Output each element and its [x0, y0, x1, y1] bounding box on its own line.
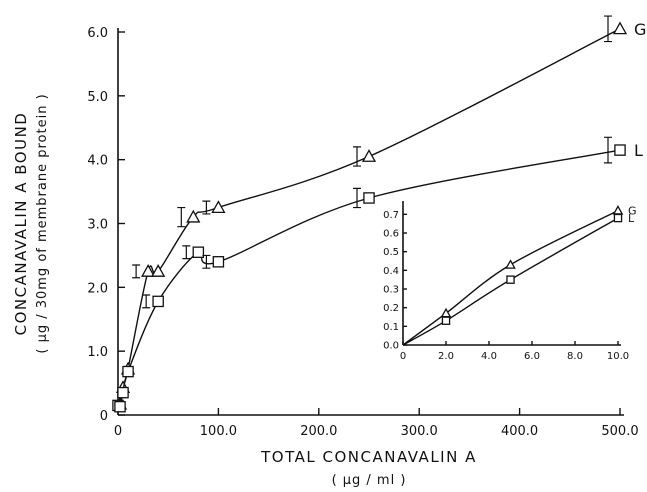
- y-axis-unit: ( μg / 30mg of membrane protein ): [35, 93, 50, 353]
- data-point: [361, 149, 377, 162]
- x-tick-label: 300.0: [401, 424, 438, 439]
- y-tick-label: 4.0: [87, 154, 108, 169]
- y-tick-label: 5.0: [87, 90, 108, 105]
- x-tick-label: 500.0: [601, 424, 638, 439]
- x-tick-label: 200.0: [300, 424, 337, 439]
- error-bar: [604, 136, 612, 164]
- inset-y-tick-label: 0.1: [383, 322, 399, 333]
- y-tick-label: 6.0: [87, 26, 108, 41]
- inset-y-tick-label: 0.6: [383, 229, 399, 240]
- inset-y-tick-label: 0.2: [383, 303, 399, 314]
- error-bar: [177, 206, 186, 228]
- inset-x-tick-label: 10.0: [607, 351, 629, 362]
- inset-data-point: [612, 205, 624, 215]
- x-tick-label: 400.0: [501, 424, 538, 439]
- inset-series-G: G: [402, 205, 637, 346]
- data-point: [212, 256, 225, 268]
- x-tick-label: 100.0: [200, 424, 237, 439]
- inset-y-tick-label: 0.5: [383, 247, 399, 258]
- data-point: [192, 246, 205, 258]
- inset-series-L: L: [402, 212, 635, 346]
- data-point: [151, 264, 166, 277]
- series-L: L: [112, 136, 643, 413]
- inset-data-point: [613, 213, 623, 223]
- inset-plot: 0.0 0.1 0.2 0.3 0.4 0.5 0.6 0.7 0 2.0 4.0 6.0 8.0 10.…: [383, 201, 637, 362]
- y-tick-label: 0: [100, 409, 108, 424]
- error-bar: [353, 187, 361, 209]
- error-bar: [202, 200, 211, 215]
- inset-y-tick-label: 0.0: [383, 341, 399, 352]
- inset-x-tick-label: 2.0: [438, 351, 454, 362]
- inset-x-tick-label: 4.0: [481, 351, 497, 362]
- inset-series-line-G: [402, 209, 619, 346]
- x-axis-label: TOTAL CONCANAVALIN A: [260, 448, 477, 466]
- inset-data-point: [505, 259, 516, 269]
- y-axis-label: CONCANAVALIN A BOUND: [12, 112, 30, 336]
- series-G: G: [112, 15, 646, 410]
- data-point: [122, 365, 134, 378]
- x-tick-label: 0: [114, 424, 122, 439]
- data-point: [114, 400, 126, 413]
- inset-x-tick-label: 8.0: [567, 351, 583, 362]
- error-bar: [182, 245, 191, 260]
- error-bar: [353, 146, 361, 167]
- inset-y-tick-label: 0.7: [383, 210, 399, 221]
- inset-y-tick-label: 0.3: [383, 285, 399, 296]
- inset-series-label-G: G: [628, 205, 637, 218]
- inset-series-label-L: L: [628, 212, 635, 225]
- y-tick-label: 1.0: [87, 345, 108, 360]
- error-bar: [202, 254, 211, 269]
- series-label-G: G: [634, 20, 646, 39]
- error-bar: [142, 294, 151, 309]
- inset-series-line-L: [402, 217, 619, 346]
- series-line-L: [117, 149, 621, 409]
- inset-data-point: [506, 275, 515, 284]
- data-point: [117, 386, 129, 399]
- x-axis-unit: ( μg / ml ): [332, 473, 407, 488]
- data-point: [612, 21, 628, 35]
- data-point: [614, 144, 626, 156]
- y-tick-label: 3.0: [87, 218, 108, 233]
- data-point: [186, 209, 201, 223]
- data-point: [141, 264, 156, 277]
- error-bar: [132, 264, 141, 279]
- data-point: [152, 295, 164, 308]
- inset-x-tick-label: 6.0: [524, 351, 540, 362]
- y-tick-label: 2.0: [87, 281, 108, 296]
- inset-y-tick-label: 0.4: [383, 266, 399, 277]
- inset-x-tick-label: 0: [400, 351, 406, 362]
- inset-data-point: [441, 316, 451, 325]
- data-point: [211, 200, 226, 213]
- data-point: [363, 192, 375, 204]
- error-bar: [604, 15, 612, 43]
- main-plot: 0 1.0 2.0 3.0 4.0 5.0 6.0 0 100.0 200.0 300.0 400.0…: [12, 15, 646, 488]
- series-label-L: L: [634, 141, 643, 160]
